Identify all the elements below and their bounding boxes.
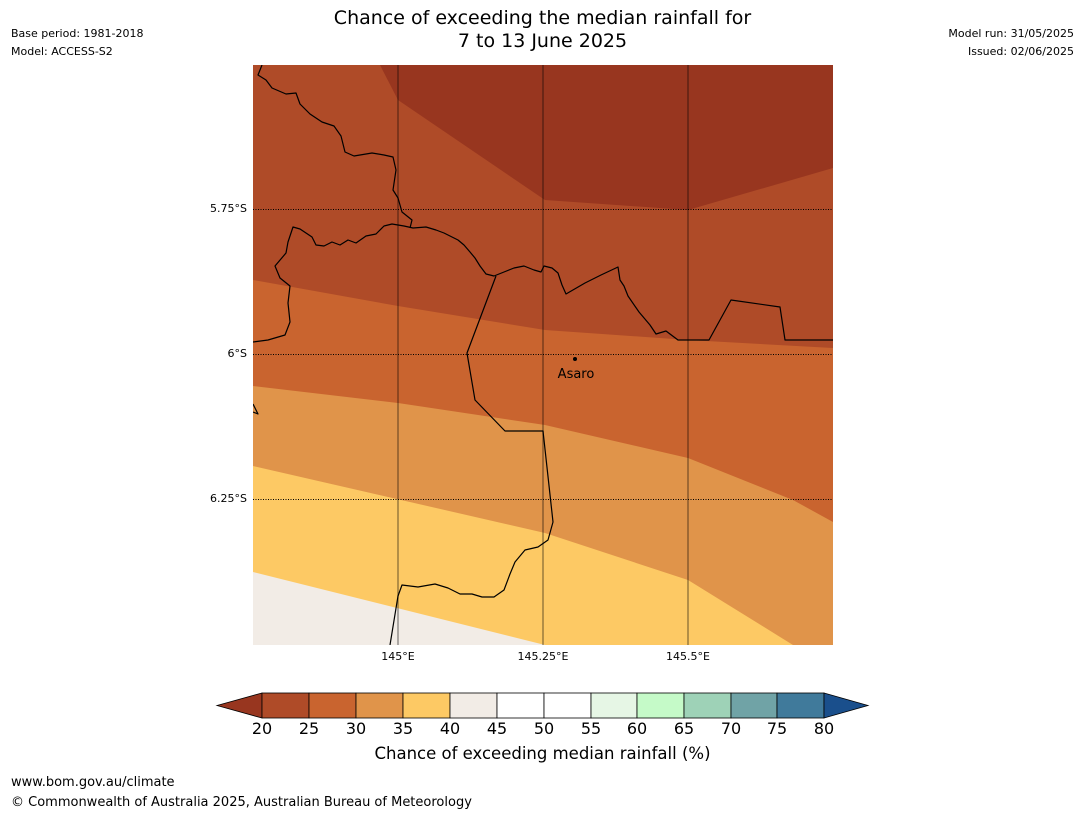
lat-label-6-25: 6.25°S	[210, 492, 247, 505]
lat-label-6: 6°S	[227, 347, 247, 360]
colorbar-seg-55-60	[590, 692, 638, 719]
band-below-20	[380, 65, 833, 210]
footer-copyright: © Commonwealth of Australia 2025, Austra…	[11, 795, 472, 810]
colorbar-seg-40-45	[449, 692, 498, 719]
colorbar-over-arrow	[823, 692, 870, 719]
colorbar-seg-30-35	[355, 692, 404, 719]
colorbar-seg-25-30	[308, 692, 357, 719]
colorbar-seg-75-80	[776, 692, 825, 719]
colorbar-seg-35-40	[402, 692, 451, 719]
meta-left: Base period: 1981-2018 Model: ACCESS-S2	[11, 25, 143, 61]
title-line-1: Chance of exceeding the median rainfall …	[333, 7, 752, 29]
meta-right: Model run: 31/05/2025 Issued: 02/06/2025	[948, 25, 1074, 61]
colorbar-tick-70: 70	[720, 719, 742, 738]
page-title: Chance of exceeding the median rainfall …	[0, 7, 1085, 53]
colorbar-seg-65-70	[683, 692, 732, 719]
boundary-south	[389, 275, 554, 645]
colorbar-seg-50-55	[543, 692, 592, 719]
colorbar-tick-65: 65	[673, 719, 695, 738]
colorbar-tick-80: 80	[813, 719, 835, 738]
colorbar-tick-55: 55	[580, 719, 602, 738]
colorbar-tick-40: 40	[439, 719, 461, 738]
lon-label-145-5: 145.5°E	[666, 650, 710, 663]
lat-label-5-75: 5.75°S	[210, 202, 247, 215]
footer-url[interactable]: www.bom.gov.au/climate	[11, 775, 175, 790]
model-run: Model run: 31/05/2025	[948, 27, 1074, 40]
base-period: Base period: 1981-2018	[11, 27, 144, 40]
colorbar	[215, 692, 870, 719]
colorbar-tick-50: 50	[533, 719, 555, 738]
colorbar-tick-45: 45	[486, 719, 508, 738]
asaro-label: Asaro	[558, 367, 595, 382]
asaro-marker	[573, 357, 577, 361]
boundary-west-edge	[253, 403, 259, 415]
boundary-north-west	[257, 65, 413, 229]
colorbar-title: Chance of exceeding median rainfall (%)	[374, 744, 711, 763]
band-40-45	[253, 572, 545, 645]
province-boundaries	[253, 65, 833, 645]
colorbar-tick-20: 20	[251, 719, 273, 738]
colorbar-seg-70-75	[730, 692, 778, 719]
lon-label-145: 145°E	[381, 650, 415, 663]
colorbar-seg-60-65	[636, 692, 685, 719]
colorbar-tick-60: 60	[626, 719, 648, 738]
colorbar-under-arrow	[215, 692, 263, 719]
colorbar-seg-20-25	[261, 692, 310, 719]
colorbar-tick-25: 25	[298, 719, 320, 738]
boundary-central	[253, 223, 833, 343]
colorbar-tick-75: 75	[766, 719, 788, 738]
colorbar-tick-35: 35	[392, 719, 414, 738]
issued-date: Issued: 02/06/2025	[967, 45, 1074, 58]
title-line-2: 7 to 13 June 2025	[457, 30, 628, 52]
colorbar-seg-45-50	[496, 692, 545, 719]
lon-label-145-25: 145.25°E	[517, 650, 569, 663]
parallel-lines	[253, 209, 833, 500]
colorbar-tick-30: 30	[345, 719, 367, 738]
model-name: Model: ACCESS-S2	[11, 45, 113, 58]
